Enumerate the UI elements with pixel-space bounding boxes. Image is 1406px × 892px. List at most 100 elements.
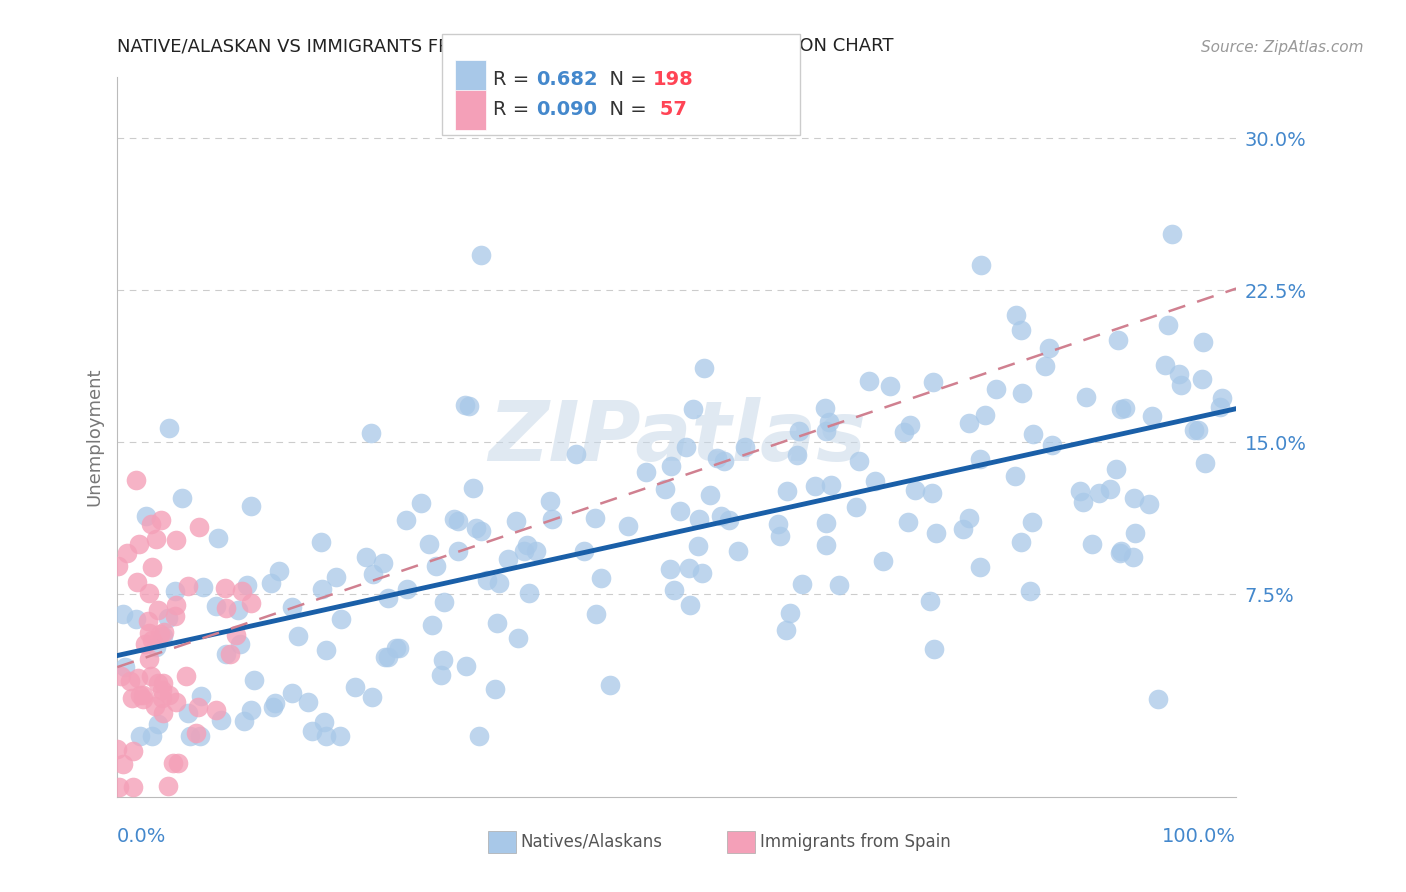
Point	[146, 675, 169, 690]
Point	[447, 543, 470, 558]
Point	[1109, 401, 1132, 416]
Point	[654, 482, 676, 496]
Point	[769, 528, 792, 542]
Point	[141, 729, 163, 743]
Point	[454, 658, 477, 673]
Point	[470, 248, 492, 262]
Point	[371, 556, 394, 570]
Point	[117, 546, 139, 560]
Point	[1088, 486, 1111, 500]
Point	[236, 577, 259, 591]
Point	[952, 522, 974, 536]
Point	[188, 729, 211, 743]
Point	[814, 516, 837, 531]
Point	[787, 424, 810, 438]
Point	[105, 742, 128, 756]
Point	[496, 552, 519, 566]
Point	[311, 582, 333, 596]
Point	[215, 600, 238, 615]
Point	[231, 584, 253, 599]
Point	[898, 417, 921, 432]
Point	[377, 591, 399, 606]
Point	[329, 612, 352, 626]
Point	[634, 466, 657, 480]
Point	[107, 558, 129, 573]
Point	[157, 421, 180, 435]
Point	[240, 703, 263, 717]
Point	[190, 689, 212, 703]
Text: R =: R =	[494, 100, 536, 120]
Point	[186, 725, 208, 739]
Text: Natives/Alaskans: Natives/Alaskans	[520, 833, 662, 851]
Point	[145, 533, 167, 547]
Text: N =: N =	[596, 100, 652, 120]
Point	[734, 440, 756, 454]
Point	[513, 544, 536, 558]
Point	[1011, 535, 1033, 549]
Point	[409, 496, 432, 510]
Point	[141, 559, 163, 574]
Point	[973, 408, 995, 422]
Point	[686, 539, 709, 553]
Point	[118, 673, 141, 688]
Point	[418, 537, 440, 551]
Point	[1140, 409, 1163, 423]
Point	[589, 571, 612, 585]
Point	[433, 594, 456, 608]
Point	[114, 660, 136, 674]
Point	[845, 500, 868, 514]
Point	[214, 582, 236, 596]
Point	[921, 486, 943, 500]
Point	[446, 514, 468, 528]
Point	[207, 531, 229, 545]
Point	[165, 695, 187, 709]
Point	[1168, 367, 1191, 381]
Point	[484, 681, 506, 696]
Point	[662, 582, 685, 597]
Point	[803, 479, 825, 493]
Point	[1098, 482, 1121, 496]
Point	[150, 690, 173, 705]
Point	[814, 401, 837, 415]
Point	[385, 641, 408, 656]
Y-axis label: Unemployment: Unemployment	[86, 368, 103, 507]
Point	[205, 703, 228, 717]
Point	[1194, 456, 1216, 470]
Point	[165, 598, 187, 612]
Point	[1109, 543, 1132, 558]
Point	[583, 511, 606, 525]
Point	[1021, 516, 1043, 530]
Point	[1038, 341, 1060, 355]
Point	[957, 510, 980, 524]
Point	[710, 509, 733, 524]
Point	[541, 512, 564, 526]
Point	[465, 521, 488, 535]
Point	[848, 453, 870, 467]
Point	[425, 559, 447, 574]
Point	[1122, 491, 1144, 505]
Point	[1004, 469, 1026, 483]
Point	[148, 717, 170, 731]
Point	[179, 729, 201, 743]
Text: 57: 57	[652, 100, 686, 120]
Point	[187, 520, 209, 534]
Point	[443, 512, 465, 526]
Point	[388, 641, 411, 656]
Point	[1157, 318, 1180, 332]
Point	[675, 440, 697, 454]
Point	[143, 698, 166, 713]
Point	[225, 627, 247, 641]
Text: NATIVE/ALASKAN VS IMMIGRANTS FROM SPAIN: NATIVE/ALASKAN VS IMMIGRANTS FROM SPAIN	[117, 37, 544, 55]
Point	[574, 544, 596, 558]
Point	[1011, 385, 1033, 400]
Point	[984, 382, 1007, 396]
Point	[150, 513, 173, 527]
Point	[315, 729, 337, 743]
Point	[374, 650, 396, 665]
Point	[505, 514, 527, 528]
Point	[226, 603, 249, 617]
Point	[470, 524, 492, 539]
Point	[1114, 401, 1136, 415]
Text: CORRELATION CHART: CORRELATION CHART	[693, 37, 894, 55]
Point	[325, 570, 347, 584]
